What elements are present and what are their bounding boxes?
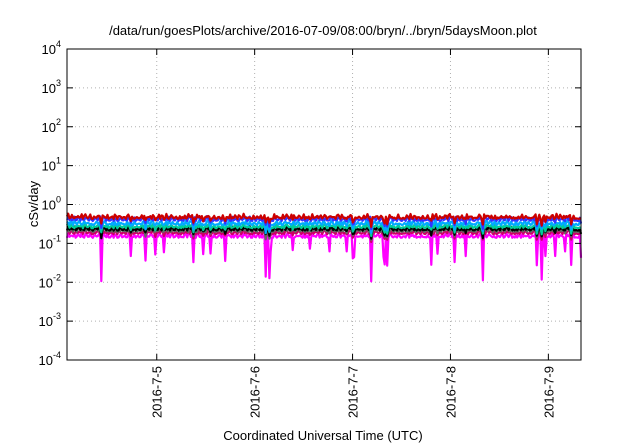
- x-tick-label: 2016-7-6: [248, 366, 263, 418]
- x-tick-label: 2016-7-9: [541, 366, 556, 418]
- series-line: [65, 212, 582, 228]
- series-line: [66, 214, 583, 231]
- y-tick-label: 10-2: [39, 272, 61, 290]
- y-tick-label: 104: [42, 39, 61, 57]
- y-ticks: 10-4 10-3 10-2 10-1 100 101 102 103 104: [39, 39, 581, 368]
- x-tick-label: 2016-7-5: [150, 366, 165, 418]
- y-tick-label: 100: [42, 195, 61, 213]
- y-tick-label: 101: [42, 156, 61, 174]
- x-tick-label: 2016-7-7: [346, 366, 361, 418]
- y-tick-label: 10-1: [39, 233, 61, 251]
- y-axis-label: cSv/day: [26, 180, 41, 227]
- grid: [67, 49, 581, 360]
- y-tick-label: 10-3: [39, 311, 61, 329]
- series-line: [65, 231, 583, 283]
- series-layer: [65, 212, 583, 283]
- y-tick-label: 10-4: [39, 350, 61, 368]
- series-line: [65, 224, 583, 240]
- y-tick-label: 102: [42, 117, 61, 135]
- y-tick-label: 103: [42, 78, 61, 96]
- x-tick-label: 2016-7-8: [443, 366, 458, 418]
- x-ticks: 2016-7-5 2016-7-6 2016-7-7 2016-7-8 2016-7-9: [150, 49, 556, 418]
- x-axis-label: Coordinated Universal Time (UTC): [223, 428, 422, 443]
- chart-title: /data/run/goesPlots/archive/2016-07-09/0…: [109, 23, 537, 38]
